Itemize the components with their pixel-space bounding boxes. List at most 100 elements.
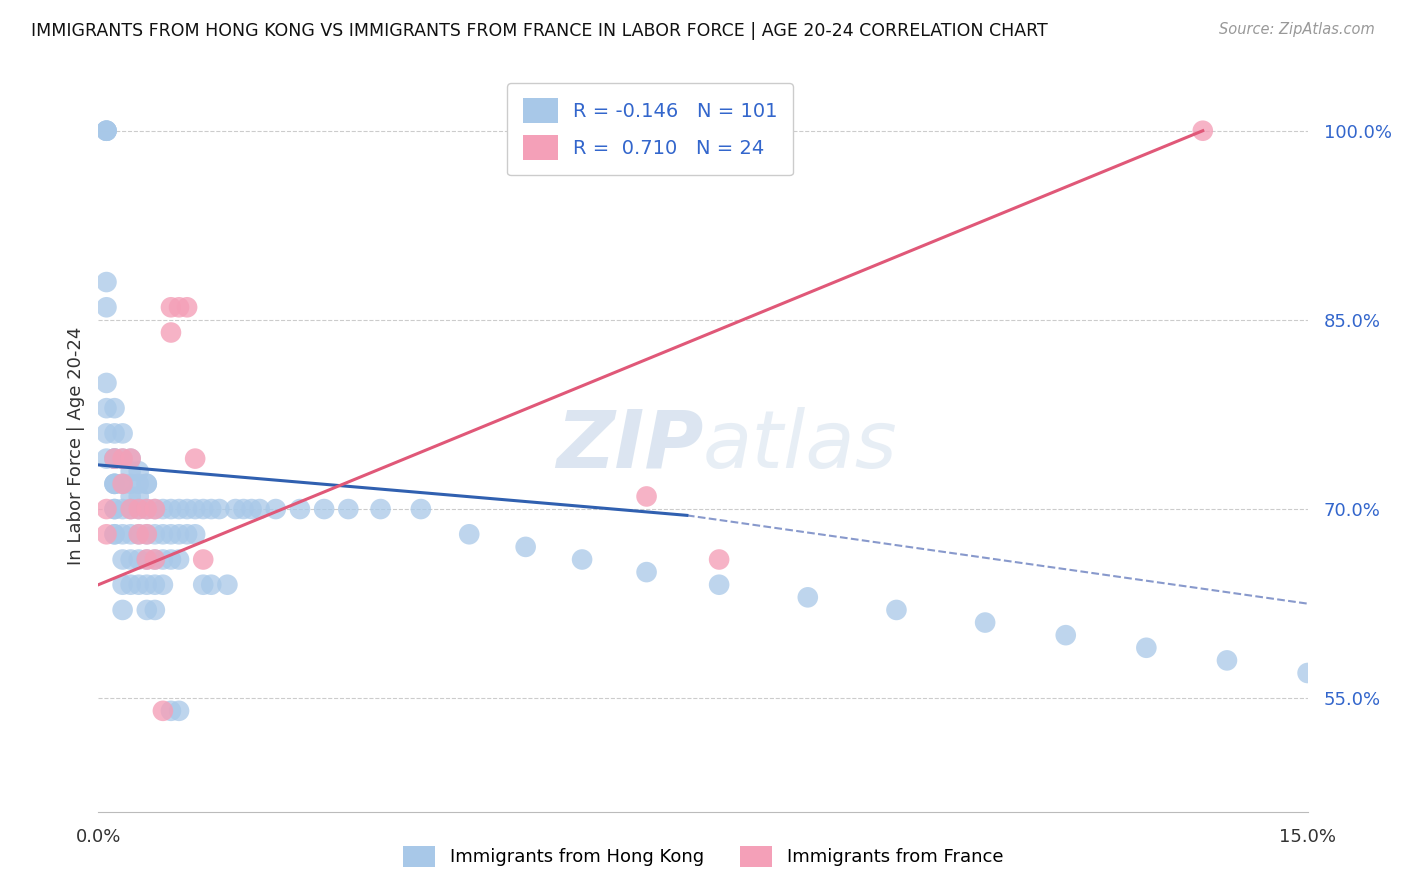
Y-axis label: In Labor Force | Age 20-24: In Labor Force | Age 20-24 — [66, 326, 84, 566]
Point — [128, 527, 150, 541]
Point — [143, 603, 166, 617]
Point — [1054, 628, 1077, 642]
Point — [103, 401, 125, 416]
Point — [224, 502, 246, 516]
Point — [240, 502, 263, 516]
Point — [409, 502, 432, 516]
Point — [96, 300, 118, 314]
Point — [103, 476, 125, 491]
Point — [160, 704, 183, 718]
Point — [143, 527, 166, 541]
Point — [135, 502, 157, 516]
Point — [96, 502, 118, 516]
Point — [167, 300, 190, 314]
Point — [96, 376, 118, 390]
Point — [184, 502, 207, 516]
Point — [160, 502, 183, 516]
Point — [143, 578, 166, 592]
Point — [103, 476, 125, 491]
Point — [128, 552, 150, 566]
Point — [111, 476, 134, 491]
Point — [167, 502, 190, 516]
Point — [120, 578, 142, 592]
Point — [111, 502, 134, 516]
Point — [120, 464, 142, 478]
Point — [458, 527, 481, 541]
Point — [797, 591, 820, 605]
Point — [515, 540, 537, 554]
Point — [193, 578, 215, 592]
Point — [167, 527, 190, 541]
Point — [974, 615, 997, 630]
Point — [135, 603, 157, 617]
Point — [636, 565, 658, 579]
Text: atlas: atlas — [703, 407, 898, 485]
Point — [370, 502, 392, 516]
Point — [1191, 124, 1213, 138]
Point — [96, 527, 118, 541]
Point — [200, 578, 222, 592]
Point — [111, 552, 134, 566]
Point — [707, 552, 730, 566]
Point — [128, 476, 150, 491]
Point — [571, 552, 593, 566]
Point — [96, 275, 118, 289]
Point — [232, 502, 254, 516]
Point — [217, 578, 239, 592]
Point — [135, 527, 157, 541]
Legend: R = -0.146   N = 101, R =  0.710   N = 24: R = -0.146 N = 101, R = 0.710 N = 24 — [508, 83, 793, 176]
Point — [96, 451, 118, 466]
Point — [135, 578, 157, 592]
Point — [120, 451, 142, 466]
Point — [128, 490, 150, 504]
Point — [160, 527, 183, 541]
Point — [103, 502, 125, 516]
Point — [264, 502, 287, 516]
Point — [160, 300, 183, 314]
Point — [200, 502, 222, 516]
Point — [176, 527, 198, 541]
Point — [337, 502, 360, 516]
Point — [103, 426, 125, 441]
Point — [120, 502, 142, 516]
Point — [152, 502, 174, 516]
Text: Source: ZipAtlas.com: Source: ZipAtlas.com — [1219, 22, 1375, 37]
Point — [135, 476, 157, 491]
Point — [120, 552, 142, 566]
Point — [167, 552, 190, 566]
Point — [176, 300, 198, 314]
Point — [103, 476, 125, 491]
Point — [111, 451, 134, 466]
Point — [120, 451, 142, 466]
Point — [103, 527, 125, 541]
Point — [152, 552, 174, 566]
Legend: Immigrants from Hong Kong, Immigrants from France: Immigrants from Hong Kong, Immigrants fr… — [395, 838, 1011, 874]
Point — [111, 603, 134, 617]
Point — [160, 326, 183, 340]
Point — [135, 527, 157, 541]
Point — [96, 124, 118, 138]
Point — [160, 552, 183, 566]
Point — [120, 502, 142, 516]
Point — [184, 451, 207, 466]
Point — [111, 527, 134, 541]
Point — [103, 451, 125, 466]
Point — [636, 490, 658, 504]
Point — [120, 476, 142, 491]
Point — [193, 552, 215, 566]
Point — [120, 527, 142, 541]
Point — [135, 552, 157, 566]
Point — [208, 502, 231, 516]
Point — [128, 578, 150, 592]
Point — [193, 502, 215, 516]
Point — [128, 464, 150, 478]
Point — [249, 502, 271, 516]
Point — [314, 502, 336, 516]
Point — [96, 124, 118, 138]
Point — [1216, 653, 1239, 667]
Point — [176, 502, 198, 516]
Point — [120, 490, 142, 504]
Point — [152, 527, 174, 541]
Point — [111, 476, 134, 491]
Point — [143, 502, 166, 516]
